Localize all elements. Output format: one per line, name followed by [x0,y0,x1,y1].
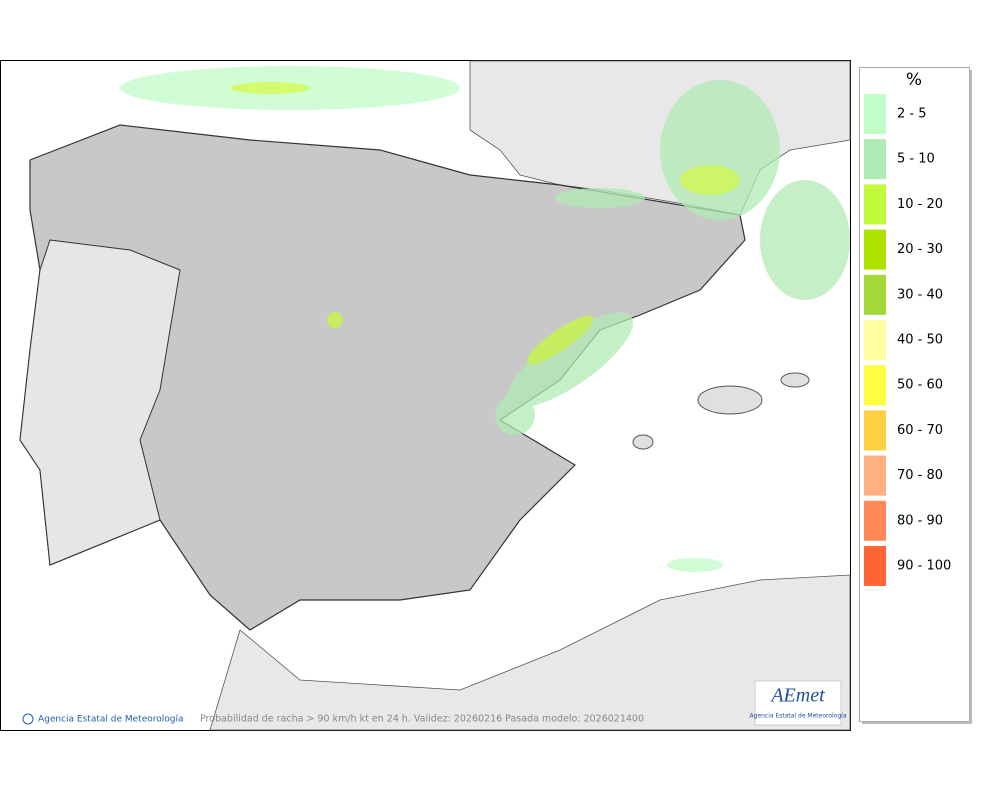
probability-area [495,395,535,435]
legend-label: 10 - 20 [897,197,943,212]
copyright-icon [22,713,34,725]
legend-label: 40 - 50 [897,333,943,348]
probability-area [680,165,740,195]
legend-label: 20 - 30 [897,242,943,257]
logo-subtitle: Agencia Estatal de Meteorología [750,713,847,720]
legend-swatch [864,410,886,451]
map: Agencia Estatal de Meteorología Probabil… [19,60,851,731]
legend-label: 90 - 100 [897,559,951,574]
legend-swatch [864,94,886,134]
menorca [780,372,810,388]
ibiza [632,434,654,450]
legend-label: 50 - 60 [897,378,943,393]
caption: Probabilidad de racha > 90 km/h kt en 24… [200,714,644,725]
probability-area [760,180,850,300]
legend-swatch [864,139,886,180]
probability-area [506,312,634,408]
probability-area [555,188,645,208]
legend-swatch [864,229,886,270]
probability-area [667,558,723,572]
legend-swatch [864,365,886,406]
legend-swatch [864,546,886,586]
legend-swatch [864,274,886,315]
africa [209,574,851,731]
credit: Agencia Estatal de Meteorología [38,715,184,725]
probability-area [327,312,343,328]
logo-box [754,680,842,726]
legend-label: 30 - 40 [897,287,943,302]
mallorca [697,385,763,415]
legend-label: 2 - 5 [897,107,927,122]
legend-swatch [864,455,886,496]
probability-area [660,80,780,220]
portugal [19,239,181,566]
legend-label: 5 - 10 [897,152,935,167]
legend-label: 70 - 80 [897,468,943,483]
logo: AEmet [769,685,825,707]
probability-area [230,82,310,94]
legend-label: 80 - 90 [897,513,943,528]
legend-label: 60 - 70 [897,423,943,438]
legend-swatch [864,500,886,541]
legend: % 2 - 5 5 - 10 10 - 20 20 - 30 30 - 40 40 - 5… [859,67,972,724]
legend-title: % [906,70,922,90]
probability-area [526,315,594,365]
legend-swatch [864,320,886,360]
legend-swatch [864,184,886,225]
